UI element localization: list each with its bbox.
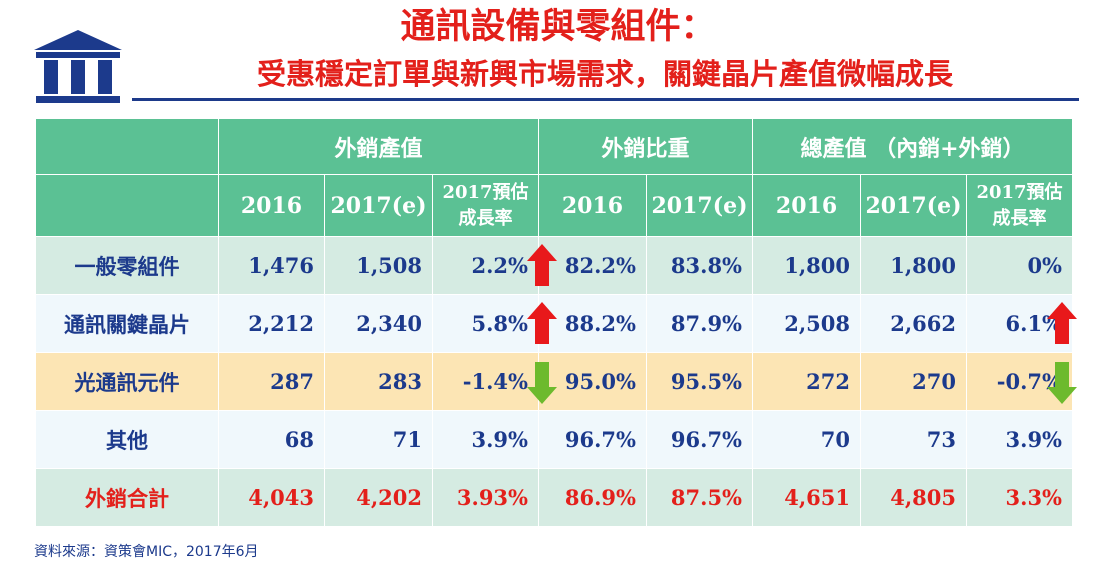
table-cell: 1,476 — [218, 236, 325, 295]
title-divider — [132, 98, 1079, 101]
data-table: 外銷產值 外銷比重 總產值 （內銷+外銷） 2016 2017(e) 2017預… — [35, 118, 1116, 527]
table-cell-growth: 6.1% — [966, 294, 1078, 353]
down-arrow-icon — [527, 362, 557, 404]
table-cell: 3.93% — [432, 468, 539, 527]
table-cell-growth: 5.8% — [432, 294, 557, 353]
col-header-growth: 2017預估 成長率 — [966, 174, 1074, 237]
table-cell: 3.3% — [966, 468, 1074, 527]
table-cell: 87.9% — [645, 294, 754, 353]
table-cell: 95.0% — [538, 352, 647, 411]
row-label: 光通訊元件 — [35, 352, 219, 411]
col-header: 2016 — [218, 174, 325, 237]
table-cell-growth: 2.2% — [432, 236, 557, 295]
group-header-export-ratio: 外銷比重 — [537, 118, 754, 175]
row-label: 其他 — [35, 410, 219, 469]
table-row: 其他 68 71 3.9% 96.7% 96.7% 70 73 3.9% — [35, 410, 1116, 469]
table-row: 通訊關鍵晶片 2,212 2,340 5.8% 88.2% 87.9% 2,50… — [35, 294, 1116, 353]
table-cell: 4,202 — [324, 468, 433, 527]
table-row-total: 外銷合計 4,043 4,202 3.93% 86.9% 87.5% 4,651… — [35, 468, 1116, 527]
col-header: 2016 — [538, 174, 647, 237]
institution-pillars-icon — [34, 30, 122, 103]
table-cell: 96.7% — [645, 410, 754, 469]
table-cell: 71 — [324, 410, 433, 469]
col-header: 2016 — [752, 174, 862, 237]
table-cell: 287 — [218, 352, 325, 411]
group-header-total-value: 總產值 （內銷+外銷） — [752, 118, 1074, 175]
up-arrow-icon — [527, 244, 557, 286]
page-title: 通訊設備與零組件： — [400, 7, 716, 47]
table-cell: 1,508 — [324, 236, 433, 295]
table-cell-growth: -1.4% — [432, 352, 557, 411]
table-cell: 270 — [860, 352, 968, 411]
table-cell: 88.2% — [538, 294, 647, 353]
up-arrow-icon — [527, 302, 557, 344]
header-corner-2 — [35, 174, 219, 237]
table-cell: 87.5% — [645, 468, 754, 527]
table-cell: 95.5% — [645, 352, 754, 411]
table-cell: 4,805 — [860, 468, 968, 527]
table-cell: 2,212 — [218, 294, 325, 353]
col-header: 2017(e) — [324, 174, 433, 237]
col-header: 2017(e) — [860, 174, 968, 237]
page-subtitle: 受惠穩定訂單與新興市場需求，關鍵晶片產值微幅成長 — [256, 57, 953, 91]
table-cell: 3.9% — [432, 410, 539, 469]
table-cell: 70 — [752, 410, 862, 469]
up-arrow-icon — [1047, 302, 1078, 344]
table-cell: 68 — [218, 410, 325, 469]
table-cell: 4,043 — [218, 468, 325, 527]
table-cell: 86.9% — [538, 468, 647, 527]
table-cell: 83.8% — [645, 236, 754, 295]
table-cell: 283 — [324, 352, 433, 411]
table-cell: 96.7% — [538, 410, 647, 469]
table-cell: 1,800 — [860, 236, 968, 295]
table-cell: 1,800 — [752, 236, 862, 295]
row-label: 外銷合計 — [35, 468, 219, 527]
col-header: 2017(e) — [645, 174, 754, 237]
table-cell: 2,508 — [752, 294, 862, 353]
table-cell-growth: -0.7% — [966, 352, 1078, 411]
header-corner — [35, 118, 219, 175]
table-cell: 4,651 — [752, 468, 862, 527]
table-cell: 3.9% — [966, 410, 1074, 469]
group-header-export-value: 外銷產值 — [218, 118, 539, 175]
down-arrow-icon — [1047, 362, 1078, 404]
source-note: 資料來源：資策會MIC，2017年6月 — [34, 544, 259, 560]
table-row: 一般零組件 1,476 1,508 2.2% 82.2% 83.8% 1,800… — [35, 236, 1116, 295]
table-cell: 82.2% — [538, 236, 647, 295]
table-cell: 272 — [752, 352, 862, 411]
header-row-years: 2016 2017(e) 2017預估 成長率 2016 2017(e) 2016… — [35, 174, 1116, 237]
table-cell: 73 — [860, 410, 968, 469]
header-row-groups: 外銷產值 外銷比重 總產值 （內銷+外銷） — [35, 118, 1116, 175]
col-header-growth: 2017預估 成長率 — [432, 174, 539, 237]
row-label: 一般零組件 — [35, 236, 219, 295]
table-row: 光通訊元件 287 283 -1.4% 95.0% 95.5% 272 270 … — [35, 352, 1116, 411]
row-label: 通訊關鍵晶片 — [35, 294, 219, 353]
table-cell: 0% — [966, 236, 1074, 295]
table-cell: 2,340 — [324, 294, 433, 353]
table-cell: 2,662 — [860, 294, 968, 353]
